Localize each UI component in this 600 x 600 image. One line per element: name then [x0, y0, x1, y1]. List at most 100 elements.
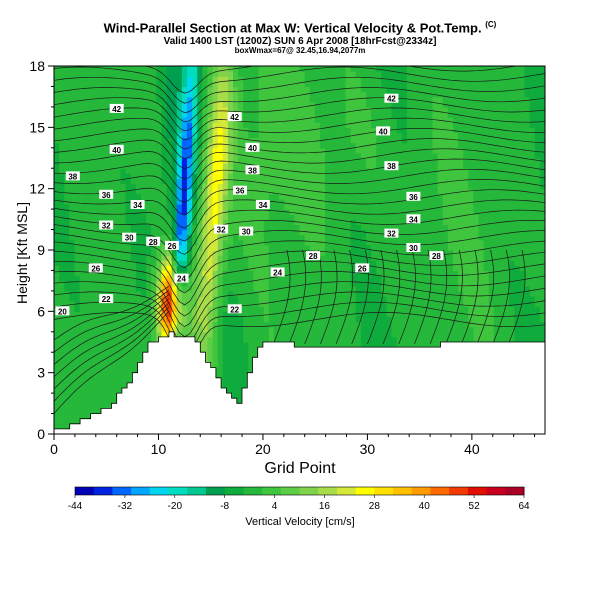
- field-cell: [365, 209, 372, 215]
- field-cell: [304, 265, 311, 272]
- field-cell: [299, 198, 306, 205]
- field-cell: [432, 342, 439, 348]
- field-cell: [325, 270, 331, 277]
- field-cell: [125, 255, 132, 261]
- field-cell: [289, 234, 295, 241]
- field-cell: [386, 244, 393, 251]
- field-cell: [335, 173, 342, 180]
- field-cell: [284, 168, 290, 174]
- field-cell: [371, 198, 377, 205]
- field-cell: [519, 265, 526, 272]
- field-cell: [84, 408, 91, 415]
- field-cell: [130, 296, 137, 302]
- field-cell: [84, 209, 91, 215]
- field-cell: [89, 290, 96, 297]
- field-cell: [268, 229, 275, 236]
- field-cell: [340, 265, 347, 272]
- field-cell: [447, 260, 454, 266]
- field-cell: [273, 204, 280, 210]
- field-cell: [146, 255, 152, 261]
- field-cell: [365, 290, 372, 297]
- field-cell: [217, 275, 224, 282]
- field-cell: [217, 331, 224, 338]
- field-cell: [156, 178, 162, 185]
- field-cell: [135, 296, 142, 302]
- field-cell: [442, 331, 449, 338]
- field-cell: [263, 311, 270, 318]
- field-cell: [243, 301, 249, 307]
- field-cell: [54, 408, 60, 415]
- field-cell: [504, 178, 510, 185]
- field-cell: [64, 342, 70, 348]
- field-cell: [79, 362, 86, 369]
- field-cell: [54, 321, 60, 328]
- field-cell: [463, 173, 469, 180]
- field-cell: [120, 336, 127, 343]
- field-cell: [299, 296, 306, 302]
- field-cell: [468, 275, 474, 282]
- field-cell: [478, 244, 485, 251]
- field-cell: [371, 285, 377, 292]
- field-cell: [432, 168, 439, 174]
- field-cell: [258, 224, 265, 231]
- field-cell: [534, 336, 541, 343]
- field-cell: [105, 372, 111, 379]
- field-cell: [412, 336, 418, 343]
- field-cell: [376, 336, 382, 343]
- field-cell: [197, 270, 203, 277]
- field-cell: [468, 255, 474, 261]
- field-cell: [94, 398, 101, 404]
- field-cell: [442, 280, 449, 287]
- field-cell: [197, 244, 203, 251]
- field-cell: [432, 173, 439, 180]
- field-cell: [381, 331, 388, 338]
- field-cell: [258, 316, 265, 323]
- field-cell: [115, 331, 122, 338]
- field-cell: [473, 290, 480, 297]
- field-cell: [125, 204, 132, 210]
- field-cell: [84, 178, 91, 185]
- field-cell: [340, 275, 347, 282]
- field-cell: [427, 198, 434, 205]
- field-cell: [64, 367, 70, 374]
- field-cell: [74, 388, 81, 394]
- field-cell: [325, 285, 331, 292]
- field-cell: [452, 173, 459, 180]
- field-cell: [325, 275, 331, 282]
- field-cell: [192, 244, 198, 251]
- field-cell: [406, 239, 413, 246]
- field-cell: [468, 331, 474, 338]
- field-cell: [248, 357, 255, 364]
- field-cell: [181, 290, 188, 297]
- field-cell: [115, 178, 122, 185]
- field-cell: [268, 188, 275, 195]
- field-cell: [186, 296, 193, 302]
- field-cell: [417, 342, 423, 348]
- field-cell: [248, 265, 255, 272]
- field-cell: [176, 193, 183, 200]
- field-cell: [54, 224, 60, 231]
- field-cell: [217, 265, 224, 272]
- field-cell: [504, 311, 510, 318]
- field-cell: [227, 275, 234, 282]
- field-cell: [192, 204, 198, 210]
- field-cell: [59, 357, 65, 364]
- field-cell: [125, 316, 132, 323]
- field-cell: [54, 188, 60, 195]
- field-cell: [268, 209, 275, 215]
- field-cell: [304, 331, 311, 338]
- field-cell: [248, 290, 255, 297]
- field-cell: [268, 234, 275, 241]
- field-cell: [468, 193, 474, 200]
- field-cell: [161, 209, 168, 215]
- field-cell: [294, 306, 301, 312]
- field-cell: [468, 168, 474, 174]
- field-cell: [146, 198, 152, 205]
- field-cell: [504, 198, 510, 205]
- field-cell: [452, 229, 459, 236]
- field-cell: [238, 173, 244, 180]
- field-cell: [258, 265, 265, 272]
- field-cell: [345, 301, 352, 307]
- field-cell: [156, 265, 162, 272]
- field-cell: [59, 265, 65, 272]
